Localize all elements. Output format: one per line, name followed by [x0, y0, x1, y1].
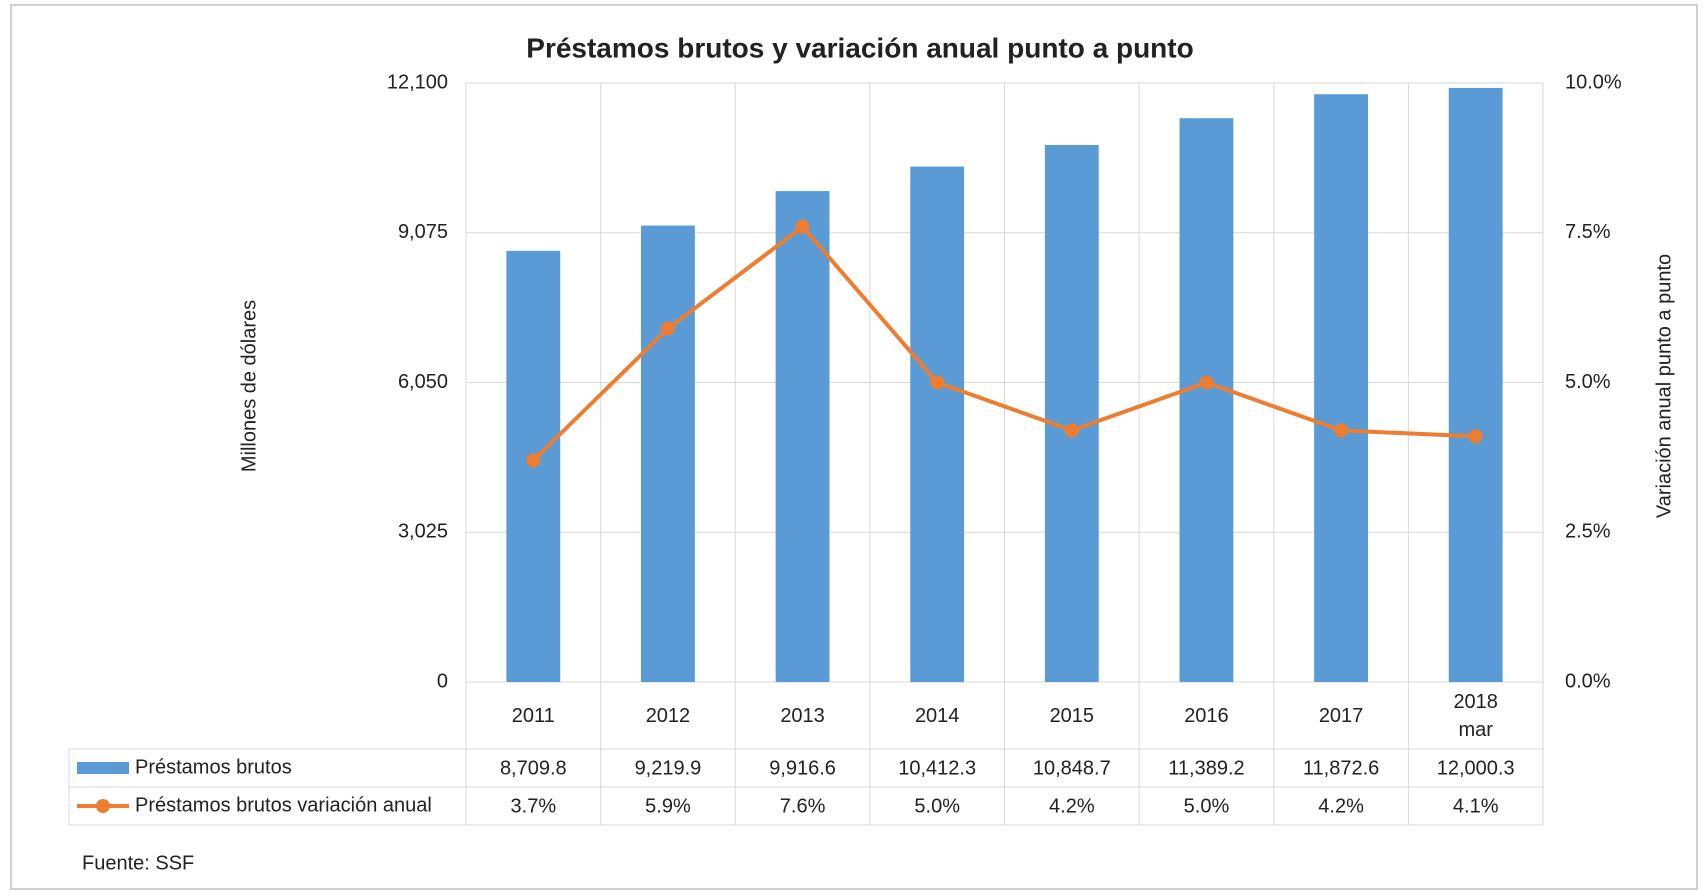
bar — [1314, 94, 1368, 682]
legend-swatch — [77, 762, 129, 774]
table-value: 5.0% — [1184, 795, 1230, 817]
line — [531, 224, 1476, 462]
line-marker — [1468, 429, 1483, 444]
chart-title: Préstamos brutos y variación anual punto… — [526, 32, 1193, 63]
x-tick-cell: 2013 — [768, 686, 838, 745]
x-tick-cell: 2014 — [902, 686, 972, 745]
table-value: 10,412.3 — [898, 757, 976, 779]
x-tick-label: 2014 — [914, 704, 960, 727]
table-value: 9,219.9 — [635, 757, 702, 779]
x-tick-label-box: 2017 — [1306, 686, 1376, 745]
table-value: 7.6% — [780, 795, 826, 817]
line-marker — [930, 375, 945, 390]
y-axis-label: Millones de dólares — [238, 300, 260, 472]
table-value: 3.7% — [511, 795, 557, 817]
bar — [641, 225, 695, 683]
legend-swatch — [96, 799, 110, 813]
y-tick-label: 9,075 — [398, 221, 448, 243]
chart-border — [10, 4, 1698, 890]
y-tick-label: 12,100 — [387, 71, 448, 93]
table-value: 11,872.6 — [1303, 757, 1379, 779]
x-tick-label-box: 2018 mar — [1441, 686, 1511, 745]
table-value: 10,848.7 — [1033, 757, 1111, 779]
y-tick-label: 6,050 — [398, 371, 448, 393]
x-tick-label-box: 2014 — [902, 686, 972, 745]
x-tick-label-box: 2012 — [633, 686, 703, 745]
y2-tick-label: 5.0% — [1565, 371, 1611, 393]
x-tick-label: 2016 — [1184, 704, 1229, 727]
x-tick-label: 2011 — [511, 704, 555, 727]
table-value: 4.2% — [1049, 795, 1095, 817]
table-value: 12,000.3 — [1437, 757, 1515, 779]
x-tick-label-box: 2016 — [1171, 686, 1241, 745]
table-value: 5.9% — [645, 795, 691, 817]
x-tick-cell: 2012 — [633, 686, 703, 745]
y2-axis-label: Variación anual punto a punto — [1653, 254, 1675, 518]
y2-tick-label: 0.0% — [1565, 670, 1611, 692]
table-value: 4.2% — [1318, 795, 1364, 817]
x-tick-label-box: 2015 — [1037, 686, 1107, 745]
x-tick-label-box: 2011 — [498, 686, 568, 745]
bar — [910, 166, 965, 683]
x-tick-label: 2015 — [1049, 704, 1095, 727]
table-value: 9,916.6 — [769, 757, 836, 779]
x-tick-cell: 2011 — [498, 686, 568, 745]
x-tick-label-box: 2013 — [768, 686, 838, 745]
y-tick-label: 3,025 — [398, 521, 448, 543]
x-tick-cell: 2017 — [1306, 686, 1376, 745]
line-marker — [660, 321, 675, 336]
line-marker — [1334, 423, 1349, 438]
line-marker — [526, 453, 541, 468]
x-tick-cell: 2015 — [1037, 686, 1107, 745]
table-value: 5.0% — [914, 795, 960, 817]
x-tick-label: 2012 — [645, 704, 691, 727]
table-value: 11,389.2 — [1168, 757, 1244, 779]
bar — [1448, 87, 1503, 683]
table-value: 4.1% — [1453, 795, 1499, 817]
bar — [1044, 144, 1099, 682]
y2-tick-label: 7.5% — [1565, 221, 1611, 243]
bar — [775, 191, 830, 682]
line-marker — [1064, 423, 1079, 438]
x-tick-label: 2017 — [1318, 704, 1364, 727]
table-value: 8,709.8 — [500, 757, 567, 779]
x-tick-label: 2013 — [780, 704, 825, 727]
y-tick-label: 0 — [437, 670, 448, 692]
source: Fuente: SSF — [82, 852, 194, 874]
y2-tick-label: 2.5% — [1565, 521, 1611, 543]
legend-label: Préstamos brutos variación anual — [135, 794, 432, 816]
line-marker — [795, 219, 810, 234]
bar — [1179, 118, 1234, 682]
x-tick-cell: 2018 mar — [1441, 686, 1511, 745]
y2-tick-label: 10.0% — [1565, 71, 1622, 93]
legend-label: Préstamos brutos — [135, 756, 292, 778]
line-marker — [1199, 375, 1214, 390]
x-tick-cell: 2016 — [1171, 686, 1241, 745]
x-tick-label: 2018 mar — [1453, 690, 1498, 741]
